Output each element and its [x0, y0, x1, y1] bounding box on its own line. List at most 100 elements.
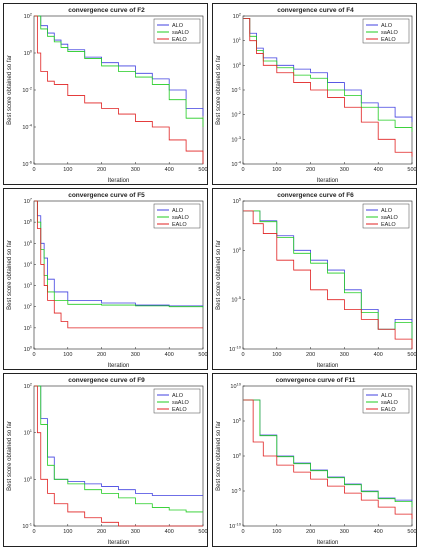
series-line-ealo [34, 15, 204, 164]
x-tick-label: 100 [63, 167, 72, 173]
y-tick-label: 10-1 [22, 522, 32, 531]
x-tick-label: 0 [241, 352, 244, 358]
convergence-chart: convergence curve of F5 107 106 105 104 103 10… [7, 192, 208, 369]
y-tick-label: 10-3 [231, 135, 241, 144]
legend-label-saalo: saALO [172, 215, 190, 221]
convergence-chart: convergence curve of F4 102 101 100 10-1 10-2… [216, 7, 417, 184]
x-tick-label: 0 [32, 529, 35, 535]
legend-label-ealo: EALO [381, 407, 396, 413]
chart-panel-2: convergence curve of F4 102 101 100 10-1 10-2… [212, 3, 417, 185]
x-tick-label: 400 [374, 167, 383, 173]
y-tick-label: 100 [233, 452, 242, 461]
x-tick-label: 100 [63, 352, 72, 358]
chart-title: convergence curve of F4 [277, 7, 354, 14]
y-axis-label: Best score obtained so far [7, 240, 13, 310]
series-line-saalo [34, 15, 204, 127]
y-axis-label: Best score obtained so far [7, 55, 13, 125]
y-tick-label: 10-2 [231, 110, 241, 119]
y-tick-label: 100 [24, 345, 33, 354]
x-tick-label: 0 [241, 529, 244, 535]
y-tick-label: 1010 [230, 382, 241, 391]
legend-label-saalo: saALO [381, 400, 399, 406]
series-line-ealo [243, 17, 413, 157]
y-tick-label: 10-2 [22, 86, 32, 95]
x-tick-label: 100 [272, 167, 281, 173]
series-line-saalo [34, 385, 203, 513]
x-axis-label: Iteration [317, 363, 339, 369]
legend-label-ealo: EALO [172, 407, 187, 413]
y-tick-label: 100 [233, 61, 242, 69]
x-tick-label: 100 [63, 529, 72, 535]
x-tick-label: 300 [131, 529, 140, 535]
series-line-ealo [243, 210, 413, 349]
y-tick-label: 102 [233, 12, 242, 21]
x-tick-label: 200 [306, 352, 315, 358]
legend-label-ealo: EALO [172, 37, 187, 43]
y-tick-label: 100 [233, 246, 242, 255]
legend-label-saalo: saALO [381, 215, 399, 221]
x-axis-label: Iteration [108, 540, 130, 546]
chart-title: convergence curve of F2 [68, 7, 145, 14]
x-axis-label: Iteration [317, 540, 339, 546]
x-tick-label: 400 [165, 167, 174, 173]
legend-label-saalo: saALO [381, 30, 399, 36]
y-tick-label: 100 [24, 49, 33, 58]
x-tick-label: 200 [306, 167, 315, 173]
y-tick-label: 101 [233, 36, 242, 45]
y-axis-label: Best score obtained so far [216, 55, 222, 125]
legend-label-alo: ALO [172, 23, 184, 29]
x-tick-label: 400 [165, 529, 174, 535]
series-line-saalo [243, 399, 413, 508]
x-tick-label: 200 [97, 167, 106, 173]
x-tick-label: 200 [306, 529, 315, 535]
x-tick-label: 300 [340, 352, 349, 358]
x-tick-label: 500 [198, 167, 207, 173]
x-tick-label: 300 [131, 167, 140, 173]
legend-label-saalo: saALO [172, 30, 190, 36]
series-line-ealo [34, 200, 203, 329]
convergence-chart: convergence curve of F11 1010 105 100 10-5 10… [216, 377, 417, 546]
x-tick-label: 500 [198, 352, 207, 358]
chart-title: convergence curve of F5 [68, 192, 145, 199]
chart-panel-6: convergence curve of F11 1010 105 100 10-5 10… [212, 373, 417, 547]
legend-label-ealo: EALO [172, 222, 187, 228]
x-tick-label: 0 [32, 352, 35, 358]
x-tick-label: 100 [272, 529, 281, 535]
y-axis-label: Best score obtained so far [216, 240, 222, 310]
y-tick-label: 105 [24, 239, 33, 248]
y-tick-label: 101 [24, 428, 33, 437]
x-tick-label: 300 [131, 352, 140, 358]
legend-label-alo: ALO [381, 23, 393, 29]
x-tick-label: 400 [374, 352, 383, 358]
y-tick-label: 102 [24, 382, 33, 391]
legend-label-alo: ALO [381, 208, 393, 214]
y-tick-label: 107 [24, 197, 33, 206]
x-tick-label: 400 [165, 352, 174, 358]
chart-panel-4: convergence curve of F6 105 100 10-5 10-10 0 1… [212, 188, 417, 370]
chart-panel-3: convergence curve of F5 107 106 105 104 103 10… [3, 188, 208, 370]
legend-label-ealo: EALO [381, 222, 396, 228]
chart-panel-1: convergence curve of F2 102 100 10-2 10-4 10-… [3, 3, 208, 185]
legend-label-ealo: EALO [381, 37, 396, 43]
y-tick-label: 105 [233, 417, 242, 426]
convergence-chart: convergence curve of F9 102 101 100 10-10 100… [7, 377, 208, 546]
y-axis-label: Best score obtained so far [216, 421, 222, 491]
y-tick-label: 10-4 [231, 160, 241, 169]
y-tick-label: 106 [24, 218, 33, 227]
x-tick-label: 100 [272, 352, 281, 358]
y-tick-label: 102 [24, 12, 33, 21]
x-tick-label: 500 [198, 529, 207, 535]
convergence-chart: convergence curve of F6 105 100 10-5 10-100 1… [216, 192, 417, 369]
y-tick-label: 10-5 [231, 487, 241, 496]
y-tick-label: 104 [24, 260, 33, 269]
y-tick-label: 103 [24, 281, 33, 290]
convergence-chart: convergence curve of F2 102 100 10-2 10-4 10-… [7, 7, 208, 184]
chart-title: convergence curve of F6 [277, 192, 354, 199]
y-tick-label: 10-10 [229, 345, 242, 354]
legend-label-saalo: saALO [172, 400, 190, 406]
y-tick-label: 101 [24, 323, 33, 332]
y-tick-label: 10-10 [229, 522, 242, 531]
y-tick-label: 10-5 [231, 295, 241, 304]
chart-title: convergence curve of F11 [276, 377, 356, 384]
